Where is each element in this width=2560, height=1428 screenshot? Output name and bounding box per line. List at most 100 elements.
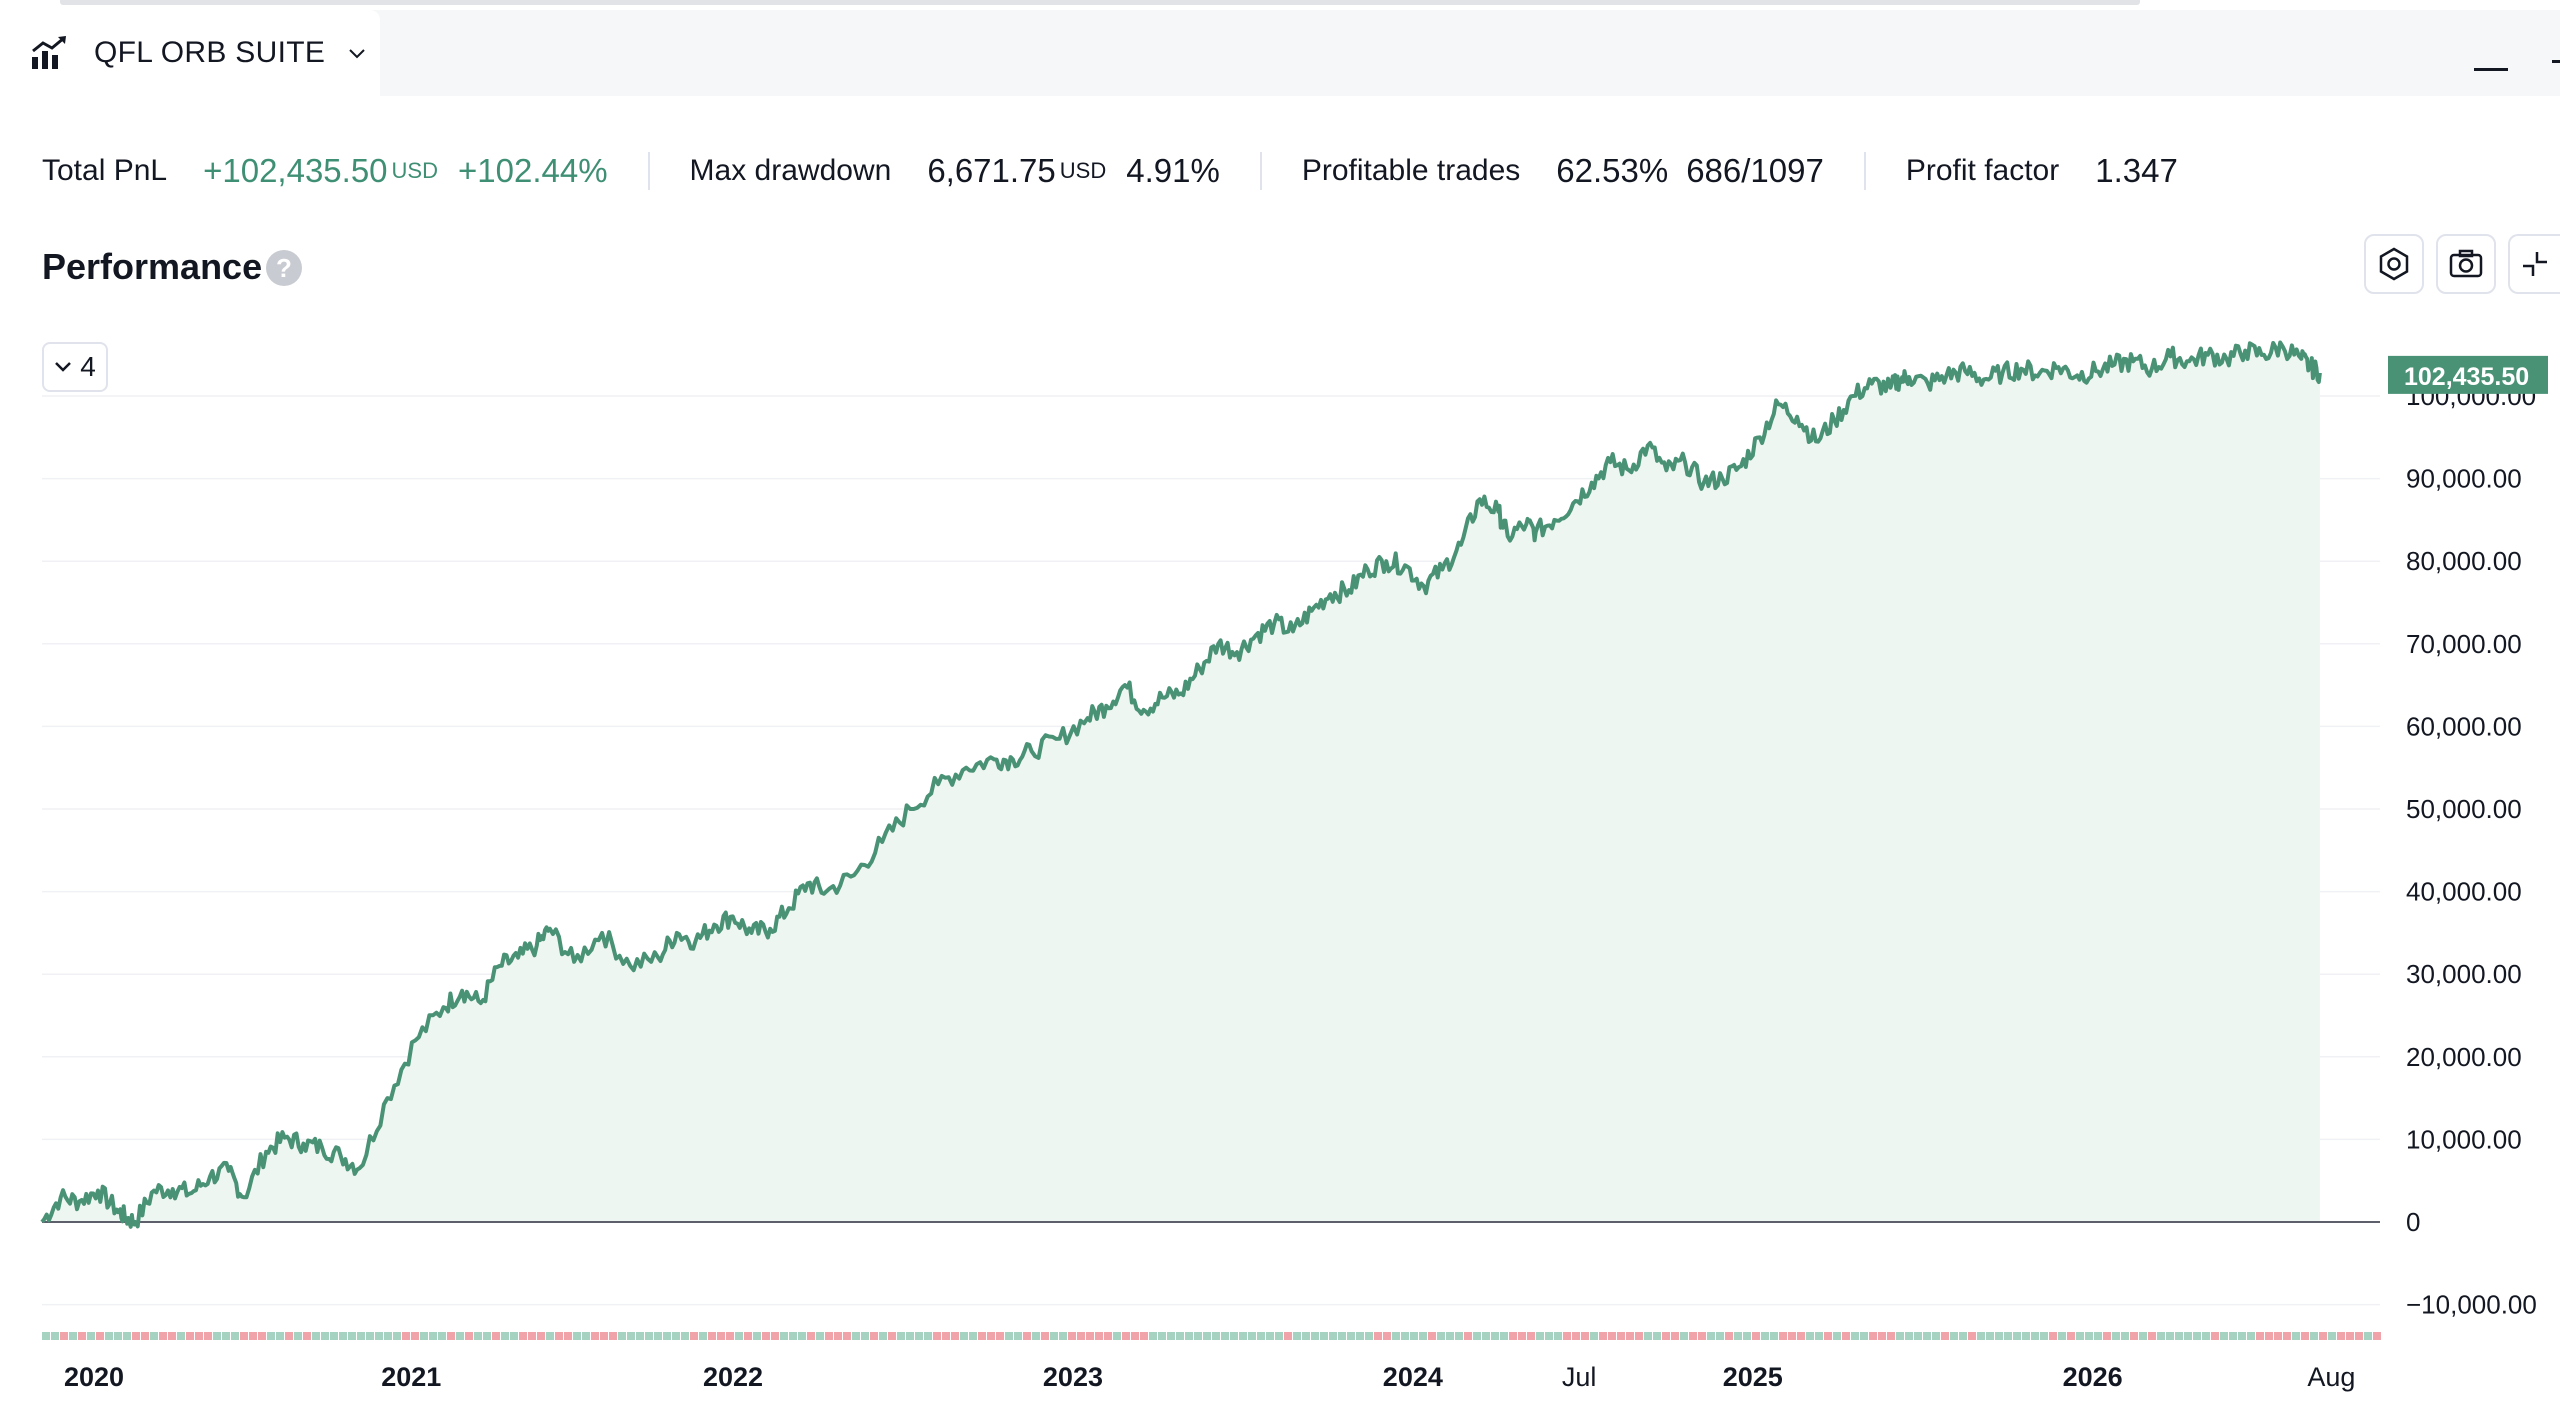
trade-bar-win [1734, 1332, 1742, 1340]
trade-bar-loss [600, 1332, 608, 1340]
x-tick-label: 2022 [703, 1362, 763, 1392]
screenshot-button[interactable] [2436, 234, 2496, 294]
trade-bar-loss [159, 1332, 167, 1340]
last-value-label: 102,435.50 [2404, 363, 2529, 391]
series-selector[interactable]: 4 [42, 342, 108, 392]
trade-bar-win [1239, 1332, 1247, 1340]
y-tick-label: 90,000.00 [2406, 464, 2522, 494]
y-tick-label: 10,000.00 [2406, 1124, 2522, 1154]
trade-bar-win [1275, 1332, 1283, 1340]
trade-bar-loss [2067, 1332, 2075, 1340]
trade-bar-win [1005, 1332, 1013, 1340]
trade-bar-win [1986, 1332, 1994, 1340]
trade-bar-win [1356, 1332, 1364, 1340]
trade-bar-loss [1068, 1332, 1076, 1340]
x-tick-label: 2021 [381, 1362, 441, 1392]
trade-bar-win [1491, 1332, 1499, 1340]
trade-bar-win [1338, 1332, 1346, 1340]
trade-bar-loss [1608, 1332, 1616, 1340]
max-drawdown-value: 6,671.75 [927, 152, 1056, 189]
trade-bar-win [105, 1332, 113, 1340]
trade-bar-loss [1095, 1332, 1103, 1340]
trade-bar-loss [402, 1332, 410, 1340]
trade-bar-win [1707, 1332, 1715, 1340]
help-icon[interactable]: ? [266, 250, 302, 286]
trade-bar-loss [1887, 1332, 1895, 1340]
trade-bar-win [1770, 1332, 1778, 1340]
trade-bar-win [276, 1332, 284, 1340]
trade-bar-win [1248, 1332, 1256, 1340]
trade-bar-loss [564, 1332, 572, 1340]
trade-bar-win [735, 1332, 743, 1340]
trade-bar-loss [744, 1332, 752, 1340]
trade-bar-loss [1869, 1332, 1877, 1340]
trade-bar-loss [2148, 1332, 2156, 1340]
trade-bar-loss [1077, 1332, 1085, 1340]
trade-bar-loss [2301, 1332, 2309, 1340]
max-drawdown-percent: 4.91% [1126, 152, 1220, 189]
trade-bar-win [1680, 1332, 1688, 1340]
trade-bar-loss [1635, 1332, 1643, 1340]
trade-bar-win [798, 1332, 806, 1340]
tab-strategy[interactable]: QFL ORB SUITE [0, 10, 380, 96]
trade-bar-win [501, 1332, 509, 1340]
trade-bar-win [1851, 1332, 1859, 1340]
trade-bar-loss [951, 1332, 959, 1340]
trade-bar-loss [888, 1332, 896, 1340]
trade-bar-win [582, 1332, 590, 1340]
trade-bar-win [2202, 1332, 2210, 1340]
trade-bar-win [357, 1332, 365, 1340]
trade-bar-win [1347, 1332, 1355, 1340]
x-tick-label: Aug [2307, 1362, 2355, 1392]
trade-bar-win [2076, 1332, 2084, 1340]
trade-bar-loss [528, 1332, 536, 1340]
trade-bar-win [1590, 1332, 1598, 1340]
profit-factor-label: Profit factor [1905, 154, 2060, 187]
trade-bar-win [177, 1332, 185, 1340]
trade-bar-loss [168, 1332, 176, 1340]
trade-bar-loss [1086, 1332, 1094, 1340]
x-tick-label: 2020 [64, 1362, 124, 1392]
trade-bar-win [1644, 1332, 1652, 1340]
trade-bar-win [2085, 1332, 2093, 1340]
trade-bar-win [2220, 1332, 2228, 1340]
trade-bar-win [213, 1332, 221, 1340]
settings-button[interactable] [2364, 234, 2424, 294]
trade-bar-win [2031, 1332, 2039, 1340]
trade-bar-loss [1671, 1332, 1679, 1340]
trade-bar-win [393, 1332, 401, 1340]
trade-bar-win [1545, 1332, 1553, 1340]
trade-bar-loss [2265, 1332, 2273, 1340]
trade-bar-loss [717, 1332, 725, 1340]
stats-divider [647, 152, 650, 190]
trade-bar-win [1365, 1332, 1373, 1340]
trade-bar-loss [240, 1332, 248, 1340]
collapse-button[interactable] [2508, 234, 2560, 294]
trade-bar-win [1185, 1332, 1193, 1340]
trade-bar-loss [1698, 1332, 1706, 1340]
stats-row: Total PnL +102,435.50 USD +102.44% Max d… [42, 146, 2178, 196]
trade-bar-win [1149, 1332, 1157, 1340]
y-tick-label: 70,000.00 [2406, 629, 2522, 659]
maximize-button-edge[interactable] [2552, 60, 2560, 63]
minimize-button[interactable] [2474, 68, 2508, 71]
trade-bar-win [2121, 1332, 2129, 1340]
trade-bar-loss [762, 1332, 770, 1340]
trade-bar-win [1410, 1332, 1418, 1340]
trade-bar-win [1230, 1332, 1238, 1340]
profitable-trades-percent: 62.53% [1556, 152, 1669, 189]
trade-bar-win [879, 1332, 887, 1340]
trade-bar-win [1536, 1332, 1544, 1340]
trade-bar-loss [537, 1332, 545, 1340]
trade-bar-win [1311, 1332, 1319, 1340]
chevron-down-icon[interactable] [347, 43, 367, 63]
trade-bar-loss [1752, 1332, 1760, 1340]
trade-bar-loss [186, 1332, 194, 1340]
trade-bar-loss [1878, 1332, 1886, 1340]
trade-bar-loss [1662, 1332, 1670, 1340]
trade-bar-win [1761, 1332, 1769, 1340]
trade-bar-win [1905, 1332, 1913, 1340]
x-tick-label: Jul [1562, 1362, 1597, 1392]
trade-bar-win [438, 1332, 446, 1340]
trade-bar-win [672, 1332, 680, 1340]
